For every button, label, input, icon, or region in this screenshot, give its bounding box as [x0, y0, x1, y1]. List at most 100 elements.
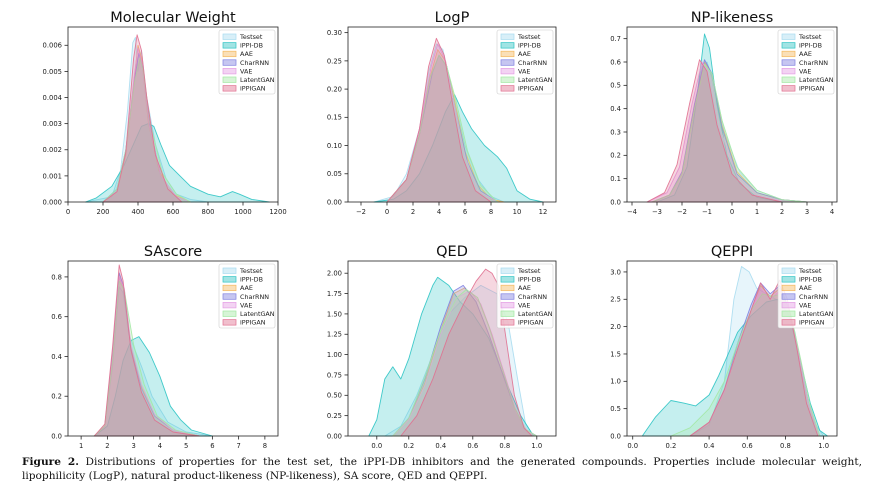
y-tick-label: 0.2 [610, 152, 621, 160]
legend-swatch [222, 302, 237, 309]
legend-swatch [781, 33, 796, 40]
legend-swatch [781, 59, 796, 66]
legend-label: Testset [798, 33, 822, 41]
legend-box [496, 29, 554, 95]
legend-swatch [500, 319, 515, 326]
x-tick-label: 1000 [234, 208, 251, 216]
y-tick-label: 0.003 [43, 120, 62, 128]
legend-label: Testset [517, 33, 541, 41]
x-tick-label: 0.6 [742, 442, 753, 450]
legend-swatch [781, 267, 796, 274]
x-tick-label: 0.4 [704, 442, 715, 450]
x-tick-label: 4 [437, 208, 441, 216]
legend-label: AAE [240, 50, 253, 58]
y-tick-label: 0.00 [327, 198, 342, 206]
caption-label: Figure 2. [22, 456, 79, 468]
y-tick-label: 0.005 [43, 68, 62, 76]
legend: TestsetiPPI-DBAAECharRNNVAELatentGANiPPI… [777, 29, 835, 95]
legend: TestsetiPPI-DBAAECharRNNVAELatentGANiPPI… [496, 29, 554, 95]
axes-frame [347, 26, 557, 203]
x-tick-label: 2 [411, 208, 415, 216]
legend-box [777, 29, 835, 95]
legend-label: CharRNN [518, 293, 547, 301]
y-tick-label: 0.000 [43, 198, 62, 206]
legend-label: AAE [240, 284, 253, 292]
legend-swatch [222, 68, 237, 75]
y-tick-label: 0.25 [327, 412, 342, 420]
y-tick-label: 0.6 [51, 313, 62, 321]
y-tick-label: 0.7 [610, 35, 621, 43]
legend-swatch [781, 293, 796, 300]
legend-swatch [781, 42, 796, 49]
x-tick-label: 3 [131, 442, 135, 450]
x-tick-label: 1.0 [531, 442, 542, 450]
y-tick-label: 0.004 [43, 94, 62, 102]
legend-swatch [781, 276, 796, 283]
y-tick-label: 0.75 [327, 371, 342, 379]
y-tick-label: 3.0 [610, 268, 621, 276]
y-tick-label: 1.50 [327, 310, 342, 318]
legend-label: LatentGAN [518, 310, 553, 318]
density-iPPI-DB [656, 33, 783, 203]
x-tick-label: 200 [97, 208, 110, 216]
y-tick-label: 0.25 [327, 57, 342, 65]
legend-swatch [222, 284, 237, 292]
legend-label: Testset [239, 267, 263, 275]
legend-swatch [500, 293, 515, 300]
y-tick-label: 0.4 [610, 105, 621, 113]
legend-label: CharRNN [240, 59, 269, 67]
x-tick-label: 8 [489, 208, 493, 216]
legend-swatch [500, 42, 515, 49]
legend: TestsetiPPI-DBAAECharRNNVAELatentGANiPPI… [218, 263, 276, 329]
legend-label: VAE [799, 67, 811, 75]
y-tick-label: 1.00 [327, 351, 342, 359]
density-LatentGAN [651, 63, 808, 203]
density-LatentGAN [102, 57, 191, 203]
density-iPPI-DB [373, 94, 544, 203]
y-tick-label: 0.006 [43, 42, 62, 50]
legend: TestsetiPPI-DBAAECharRNNVAELatentGANiPPI… [777, 263, 835, 329]
legend-swatch [222, 276, 237, 283]
legend-swatch [222, 293, 237, 300]
y-tick-label: 0.8 [51, 273, 62, 281]
legend-swatch [500, 68, 515, 75]
caption-text: Distributions of properties for the test… [22, 456, 862, 482]
density-LatentGAN [93, 280, 200, 437]
legend-label: iPPI-DB [799, 42, 822, 50]
x-tick-label: 4 [158, 442, 162, 450]
legend-label: iPPIGAN [240, 319, 266, 327]
y-tick-label: 0.002 [43, 146, 62, 154]
legend-swatch [500, 85, 515, 92]
legend-label: iPPIGAN [799, 319, 825, 327]
legend-swatch [222, 319, 237, 326]
y-tick-label: 0.5 [610, 82, 621, 90]
panel-title: LogP [435, 10, 470, 26]
x-tick-label: 8 [263, 442, 267, 450]
panel-1: LogP −2 0 2 4 6 8 10 12 0.00 0.05 0.10 0.15 0.20 0.25 0… [327, 10, 557, 216]
y-tick-label: 0.20 [327, 85, 342, 93]
legend-label: LatentGAN [240, 76, 275, 84]
legend-swatch [500, 50, 515, 58]
legend-box [496, 263, 554, 329]
y-tick-label: 0.1 [610, 175, 621, 183]
legend-swatch [781, 319, 796, 326]
legend-swatch [222, 50, 237, 58]
y-tick-label: 0.10 [327, 142, 342, 150]
legend: TestsetiPPI-DBAAECharRNNVAELatentGANiPPI… [218, 29, 276, 95]
x-tick-label: 0.0 [627, 442, 638, 450]
panel-title: NP-likeness [691, 10, 774, 26]
axes-frame [347, 260, 557, 437]
legend-label: CharRNN [799, 293, 828, 301]
legend-label: AAE [518, 50, 531, 58]
legend-box [218, 29, 276, 95]
legend-swatch [500, 276, 515, 283]
x-tick-label: 6 [463, 208, 467, 216]
legend-label: Testset [798, 267, 822, 275]
y-tick-label: 0.2 [51, 393, 62, 401]
legend-swatch [500, 302, 515, 309]
x-tick-label: −2 [677, 208, 687, 216]
x-tick-label: 2 [780, 208, 784, 216]
legend-label: iPPI-DB [240, 42, 263, 50]
legend-label: iPPI-DB [518, 276, 541, 284]
legend-box [218, 263, 276, 329]
